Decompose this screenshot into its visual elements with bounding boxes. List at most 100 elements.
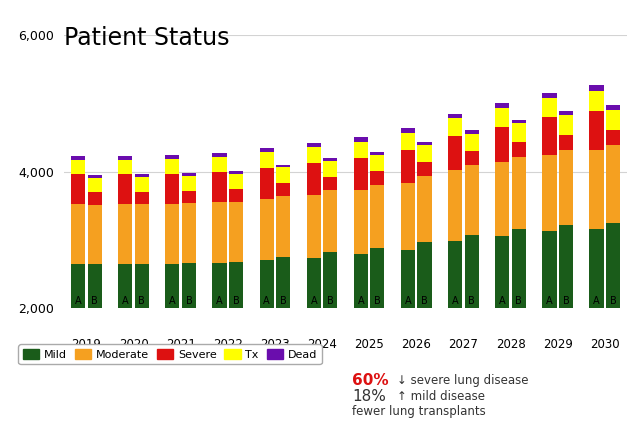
Bar bbox=[118, 204, 132, 264]
Bar bbox=[229, 202, 243, 262]
Text: B: B bbox=[515, 296, 522, 306]
Bar bbox=[354, 142, 368, 158]
Bar bbox=[401, 183, 415, 250]
Bar bbox=[260, 148, 274, 152]
Bar bbox=[182, 173, 196, 176]
Text: B: B bbox=[186, 296, 192, 306]
Bar bbox=[71, 156, 85, 160]
Bar bbox=[165, 204, 179, 264]
Bar bbox=[606, 130, 620, 145]
Bar bbox=[323, 190, 337, 252]
Bar bbox=[118, 160, 132, 174]
Bar bbox=[182, 263, 196, 440]
Bar bbox=[276, 196, 290, 257]
Bar bbox=[371, 184, 385, 248]
Text: A: A bbox=[263, 296, 270, 306]
Bar bbox=[260, 168, 274, 199]
Bar bbox=[307, 257, 321, 440]
Bar bbox=[182, 191, 196, 203]
Text: A: A bbox=[593, 296, 600, 306]
Bar bbox=[134, 264, 149, 440]
Text: B: B bbox=[468, 296, 475, 306]
Bar bbox=[165, 159, 179, 174]
Bar bbox=[495, 162, 509, 236]
Bar bbox=[417, 142, 431, 145]
Bar bbox=[323, 161, 337, 177]
Bar bbox=[465, 151, 479, 165]
Text: B: B bbox=[563, 296, 570, 306]
Bar bbox=[401, 150, 415, 183]
Bar bbox=[465, 130, 479, 134]
Text: B: B bbox=[138, 296, 145, 306]
Bar bbox=[71, 264, 85, 440]
Text: A: A bbox=[310, 296, 317, 306]
Text: B: B bbox=[610, 296, 616, 306]
Bar bbox=[307, 195, 321, 257]
Bar bbox=[512, 123, 526, 142]
Bar bbox=[307, 143, 321, 147]
Bar bbox=[417, 242, 431, 440]
Text: A: A bbox=[358, 296, 364, 306]
Bar bbox=[512, 120, 526, 123]
Bar bbox=[589, 91, 604, 111]
Bar bbox=[448, 118, 462, 136]
Bar bbox=[465, 165, 479, 235]
Text: B: B bbox=[374, 296, 381, 306]
Bar bbox=[88, 264, 102, 440]
Bar bbox=[88, 205, 102, 264]
Bar bbox=[229, 189, 243, 202]
Bar bbox=[606, 224, 620, 440]
Text: fewer lung transplants: fewer lung transplants bbox=[352, 405, 486, 418]
Bar bbox=[559, 150, 573, 225]
Bar bbox=[606, 106, 620, 110]
Text: 18%: 18% bbox=[352, 389, 386, 403]
Bar bbox=[542, 231, 557, 440]
Bar bbox=[401, 128, 415, 133]
Bar bbox=[401, 133, 415, 150]
Bar bbox=[229, 174, 243, 189]
Text: A: A bbox=[546, 296, 553, 306]
Bar bbox=[448, 170, 462, 241]
Bar bbox=[88, 178, 102, 192]
Bar bbox=[401, 250, 415, 440]
Bar bbox=[229, 262, 243, 440]
Bar bbox=[276, 167, 290, 183]
Bar bbox=[495, 236, 509, 440]
Bar bbox=[260, 152, 274, 168]
Bar bbox=[182, 176, 196, 191]
Bar bbox=[371, 248, 385, 440]
Bar bbox=[276, 165, 290, 167]
Bar bbox=[371, 155, 385, 171]
Bar bbox=[260, 260, 274, 440]
Bar bbox=[134, 177, 149, 192]
Bar bbox=[417, 176, 431, 242]
Bar bbox=[71, 160, 85, 174]
Text: B: B bbox=[92, 296, 98, 306]
Text: B: B bbox=[233, 296, 239, 306]
Bar bbox=[260, 199, 274, 260]
Text: A: A bbox=[169, 296, 176, 306]
Bar bbox=[323, 158, 337, 161]
Bar bbox=[448, 114, 462, 118]
Text: A: A bbox=[122, 296, 129, 306]
Bar bbox=[542, 117, 557, 154]
Bar bbox=[323, 252, 337, 440]
Bar bbox=[542, 98, 557, 117]
Bar bbox=[589, 229, 604, 440]
Bar bbox=[71, 174, 85, 204]
Text: ↑ mild disease: ↑ mild disease bbox=[397, 389, 485, 403]
Bar bbox=[212, 153, 227, 157]
Bar bbox=[165, 155, 179, 159]
Bar bbox=[165, 264, 179, 440]
Bar bbox=[354, 137, 368, 142]
Text: B: B bbox=[327, 296, 333, 306]
Bar bbox=[88, 192, 102, 205]
Bar bbox=[118, 156, 132, 160]
Text: A: A bbox=[75, 296, 81, 306]
Bar bbox=[134, 175, 149, 177]
Bar bbox=[165, 174, 179, 204]
Bar bbox=[417, 162, 431, 176]
Bar bbox=[307, 147, 321, 163]
Bar bbox=[276, 183, 290, 196]
Bar bbox=[229, 171, 243, 174]
